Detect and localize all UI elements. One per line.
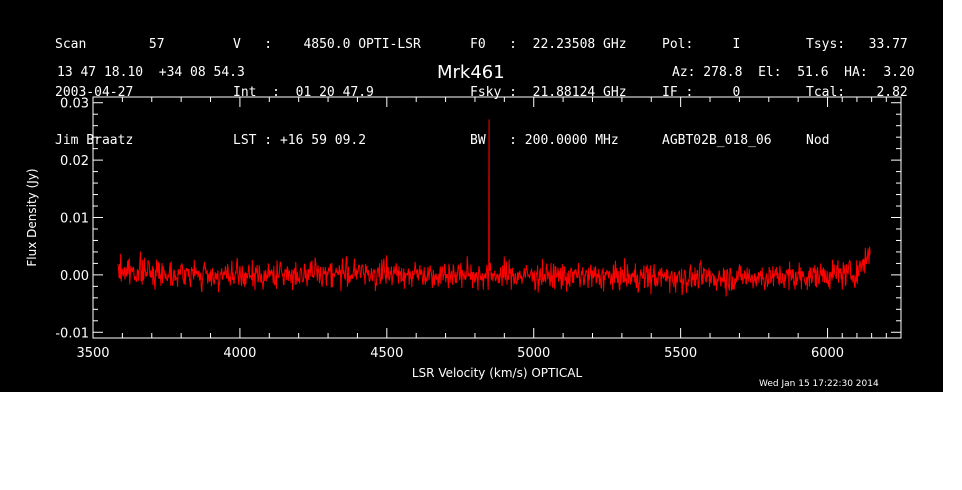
bandwidth-line: BW : 200.0000 MHz bbox=[470, 133, 619, 148]
y-tick-label: 0.01 bbox=[60, 212, 89, 227]
observer-line: Jim Braatz bbox=[55, 133, 134, 148]
mode-line: Nod bbox=[806, 133, 830, 148]
plot-frame bbox=[92, 96, 902, 339]
peak-point bbox=[488, 119, 490, 121]
header-col-frequency: F0 : 22.23508 GHz Fsky : 21.88124 GHz BW… bbox=[470, 5, 627, 181]
pol-line: Pol: I bbox=[662, 37, 741, 52]
tcal-line: Tcal: 2.82 bbox=[806, 85, 908, 100]
x-tick-label: 6000 bbox=[811, 346, 844, 361]
x-tick-label: 4000 bbox=[223, 346, 256, 361]
date-line: 2003-04-27 bbox=[55, 85, 134, 100]
plot-timestamp: Wed Jan 15 17:22:30 2014 bbox=[759, 379, 879, 389]
y-tick-label: -0.01 bbox=[55, 326, 89, 341]
y-axis-label: Flux Density (Jy) bbox=[25, 168, 39, 266]
plot-window: Scan 57 2003-04-27 Jim Braatz V : 4850.0… bbox=[0, 0, 943, 392]
header-col-tsys: Tsys: 33.77 Tcal: 2.82 Nod bbox=[806, 5, 908, 181]
velocity-line: V : 4850.0 OPTI-LSR bbox=[233, 37, 421, 52]
y-tick-label: 0.00 bbox=[60, 269, 89, 284]
az-el-ha: Az: 278.8 El: 51.6 HA: 3.20 bbox=[672, 65, 915, 80]
x-tick-label: 4500 bbox=[370, 346, 403, 361]
source-coordinates: 13 47 18.10 +34 08 54.3 bbox=[57, 65, 245, 80]
project-line: AGBT02B_018_06 bbox=[662, 133, 772, 148]
y-tick-label: 0.03 bbox=[60, 97, 89, 112]
spectrum-line bbox=[117, 119, 871, 297]
lst-line: LST : +16 59 09.2 bbox=[233, 133, 367, 148]
header-col-velocity: V : 4850.0 OPTI-LSR Int : 01 20 47.9 LST… bbox=[233, 5, 421, 181]
if-line: IF : 0 bbox=[662, 85, 741, 100]
integration-line: Int : 01 20 47.9 bbox=[233, 85, 374, 100]
x-tick-label: 5000 bbox=[517, 346, 550, 361]
x-tick-label: 5500 bbox=[664, 346, 697, 361]
x-axis-label: LSR Velocity (km/s) OPTICAL bbox=[412, 366, 583, 380]
y-tick-label: 0.02 bbox=[60, 154, 89, 169]
chart-title: Mrk461 bbox=[437, 62, 505, 83]
f0-line: F0 : 22.23508 GHz bbox=[470, 37, 627, 52]
fsky-line: Fsky : 21.88124 GHz bbox=[470, 85, 627, 100]
x-tick-label: 3500 bbox=[76, 346, 109, 361]
scan-line: Scan 57 bbox=[55, 37, 165, 52]
header-col-pol: Pol: I IF : 0 AGBT02B_018_06 bbox=[662, 5, 772, 181]
header-col-scan: Scan 57 2003-04-27 Jim Braatz bbox=[55, 5, 165, 181]
tsys-line: Tsys: 33.77 bbox=[806, 37, 908, 52]
spectrum-plot: 3500 4000 4500 5000 5500 6000 0.03 0.02 0.01 0.00… bbox=[25, 96, 902, 380]
